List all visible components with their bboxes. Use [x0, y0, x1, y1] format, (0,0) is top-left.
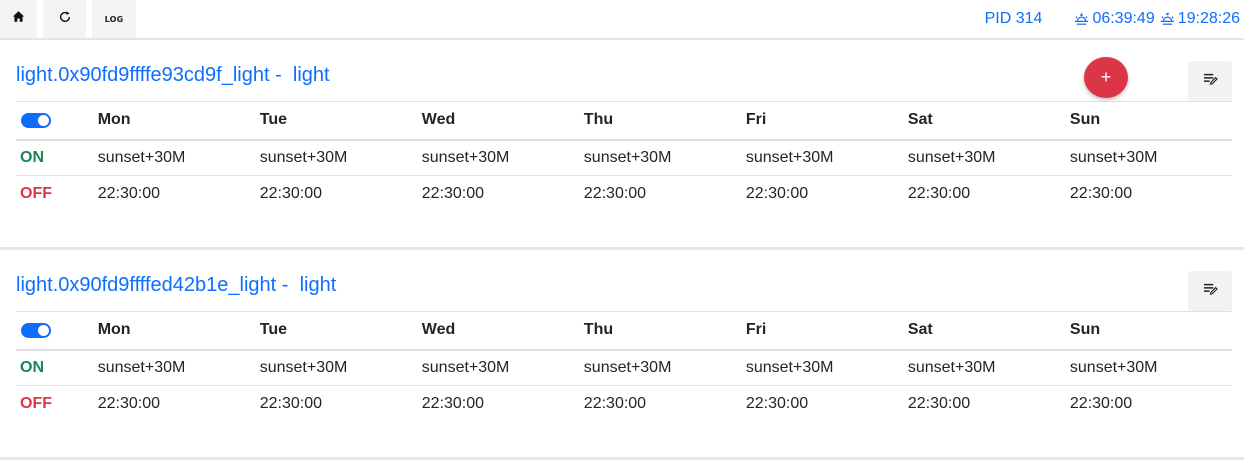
- refresh-button[interactable]: [43, 0, 86, 38]
- day-header: Tue: [259, 321, 287, 339]
- sunrise-icon: [1074, 12, 1089, 27]
- add-schedule-button[interactable]: +: [1084, 57, 1128, 98]
- enable-toggle[interactable]: [21, 322, 51, 338]
- edit-icon: [1203, 72, 1218, 91]
- home-icon: [12, 10, 25, 28]
- device-card: light.0x90fd9ffffe93cd9f_light - light +…: [0, 42, 1244, 250]
- day-header: Wed: [421, 321, 456, 339]
- sunrise-time: 06:39:49: [1092, 10, 1155, 27]
- off-row: OFF 22:30:00 22:30:00 22:30:00 22:30:00 …: [16, 176, 1232, 212]
- on-time-cell[interactable]: sunset+30M: [421, 358, 510, 376]
- enable-cell: [16, 312, 98, 350]
- edit-icon: [1203, 282, 1218, 301]
- off-time-cell[interactable]: 22:30:00: [745, 394, 809, 412]
- day-header: Fri: [745, 111, 767, 129]
- schedule-table: Mon Tue Wed Thu Fri Sat Sun ON sunset+30…: [16, 101, 1232, 212]
- log-button[interactable]: LOG: [92, 0, 136, 38]
- sunset-icon: [1160, 12, 1175, 27]
- off-time-cell[interactable]: 22:30:00: [97, 394, 160, 412]
- day-header: Thu: [583, 111, 614, 129]
- on-row: ON sunset+30M sunset+30M sunset+30M suns…: [16, 140, 1232, 176]
- on-label: ON: [20, 358, 44, 376]
- off-time-cell[interactable]: 22:30:00: [421, 184, 485, 202]
- on-time-cell[interactable]: sunset+30M: [97, 148, 186, 166]
- day-header: Tue: [259, 111, 287, 129]
- device-title[interactable]: light.0x90fd9ffffe93cd9f_light - light: [16, 64, 330, 86]
- edit-button[interactable]: [1188, 271, 1232, 311]
- device-card: light.0x90fd9ffffed42b1e_light - light M…: [0, 252, 1244, 460]
- on-time-cell[interactable]: sunset+30M: [1069, 148, 1158, 166]
- pid-label: PID 314: [984, 10, 1043, 27]
- device-title[interactable]: light.0x90fd9ffffed42b1e_light - light: [16, 274, 337, 296]
- refresh-icon: [58, 10, 72, 29]
- table-header-row: Mon Tue Wed Thu Fri Sat Sun: [16, 311, 1232, 350]
- on-row: ON sunset+30M sunset+30M sunset+30M suns…: [16, 350, 1232, 386]
- on-time-cell[interactable]: sunset+30M: [421, 148, 510, 166]
- off-label: OFF: [20, 184, 52, 202]
- day-header: Mon: [97, 111, 131, 129]
- on-time-cell[interactable]: sunset+30M: [97, 358, 186, 376]
- on-time-cell[interactable]: sunset+30M: [583, 358, 672, 376]
- off-time-cell[interactable]: 22:30:00: [907, 394, 971, 412]
- table-header-row: Mon Tue Wed Thu Fri Sat Sun: [16, 101, 1232, 140]
- day-header: Wed: [421, 111, 456, 129]
- off-label: OFF: [20, 394, 52, 412]
- schedule-table: Mon Tue Wed Thu Fri Sat Sun ON sunset+30…: [16, 311, 1232, 422]
- off-time-cell[interactable]: 22:30:00: [583, 184, 647, 202]
- off-time-cell[interactable]: 22:30:00: [907, 184, 971, 202]
- off-time-cell[interactable]: 22:30:00: [421, 394, 485, 412]
- day-header: Sat: [907, 321, 933, 339]
- log-label: LOG: [104, 14, 124, 24]
- on-time-cell[interactable]: sunset+30M: [583, 148, 672, 166]
- day-header: Fri: [745, 321, 767, 339]
- off-time-cell[interactable]: 22:30:00: [1069, 394, 1133, 412]
- day-header: Thu: [583, 321, 614, 339]
- on-time-cell[interactable]: sunset+30M: [259, 358, 348, 376]
- off-time-cell[interactable]: 22:30:00: [97, 184, 160, 202]
- off-time-cell[interactable]: 22:30:00: [745, 184, 809, 202]
- on-time-cell[interactable]: sunset+30M: [745, 358, 834, 376]
- day-header: Mon: [97, 321, 131, 339]
- day-header: Sun: [1069, 321, 1101, 339]
- on-time-cell[interactable]: sunset+30M: [259, 148, 348, 166]
- off-row: OFF 22:30:00 22:30:00 22:30:00 22:30:00 …: [16, 386, 1232, 422]
- off-time-cell[interactable]: 22:30:00: [1069, 184, 1133, 202]
- day-header: Sun: [1069, 111, 1101, 129]
- status-area: PID 314 06:39:49 19:28:26: [985, 10, 1240, 28]
- enable-toggle[interactable]: [21, 112, 51, 128]
- enable-cell: [16, 102, 98, 140]
- on-label: ON: [20, 148, 44, 166]
- on-time-cell[interactable]: sunset+30M: [1069, 358, 1158, 376]
- on-time-cell[interactable]: sunset+30M: [907, 148, 996, 166]
- top-bar: LOG PID 314 06:39:49 19:2: [0, 0, 1244, 40]
- off-time-cell[interactable]: 22:30:00: [259, 184, 323, 202]
- off-time-cell[interactable]: 22:30:00: [259, 394, 323, 412]
- off-time-cell[interactable]: 22:30:00: [583, 394, 647, 412]
- edit-button[interactable]: [1188, 61, 1232, 101]
- on-time-cell[interactable]: sunset+30M: [907, 358, 996, 376]
- on-time-cell[interactable]: sunset+30M: [745, 148, 834, 166]
- day-header: Sat: [907, 111, 933, 129]
- home-button[interactable]: [0, 0, 37, 38]
- sunset-time: 19:28:26: [1177, 10, 1240, 27]
